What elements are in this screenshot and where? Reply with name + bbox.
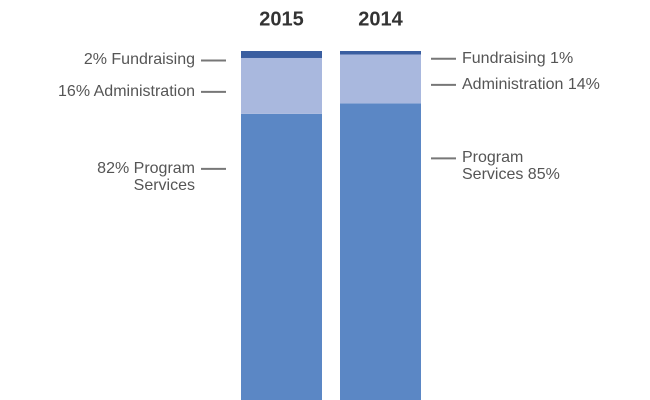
bar-segment (241, 113, 322, 400)
bar-segment (340, 103, 421, 400)
value-label: 16% Administration (58, 82, 195, 100)
bar-segment (241, 57, 322, 114)
category-label: 2014 (358, 8, 403, 30)
bar-segment (241, 51, 322, 58)
value-label: Fundraising 1% (462, 49, 574, 67)
bar-segment (340, 54, 421, 104)
bar-segment (340, 51, 421, 55)
value-label: 2% Fundraising (83, 51, 195, 69)
category-label: 2015 (259, 8, 304, 30)
value-label: Administration 14% (462, 75, 600, 93)
value-label: Program Services 85% (462, 149, 560, 184)
value-label: 82% Program Services (97, 159, 195, 194)
